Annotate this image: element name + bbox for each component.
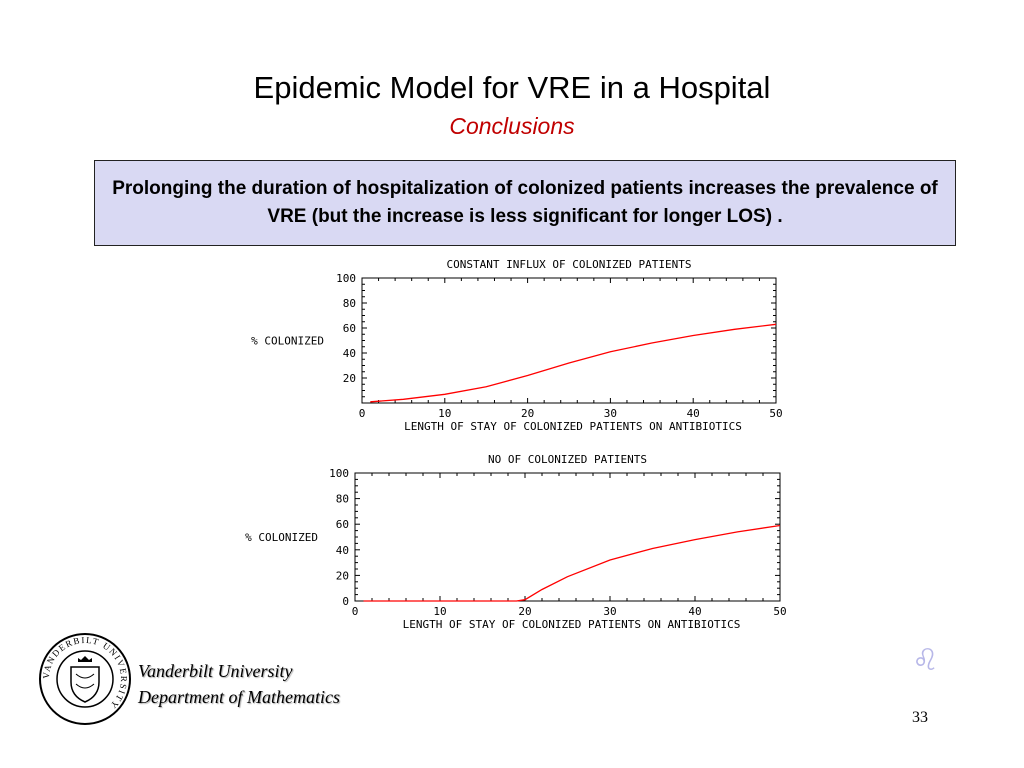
x-tick-label: 0	[352, 605, 359, 618]
x-tick-label: 10	[433, 605, 446, 618]
y-axis-label: % COLONIZED	[251, 335, 324, 348]
university-name: Vanderbilt University	[138, 661, 293, 681]
chart-no-colonized: NO OF COLONIZED PATIENTS 0 10 20 30 40 50 0 20 40…	[245, 453, 786, 631]
x-tick-label: 20	[521, 407, 534, 420]
vanderbilt-seal-logo: VANDERBILT UNIVERSITY	[38, 632, 132, 731]
y-tick-label: 20	[336, 569, 349, 582]
x-axis-label: LENGTH OF STAY OF COLONIZED PATIENTS ON …	[404, 420, 742, 433]
chart-title: NO OF COLONIZED PATIENTS	[488, 453, 647, 466]
y-tick-label: 60	[343, 322, 356, 335]
x-tick-label: 50	[769, 407, 782, 420]
series-line	[363, 524, 781, 602]
y-tick-label: 80	[336, 493, 349, 506]
y-tick-label: 80	[343, 297, 356, 310]
chart-constant-influx: CONSTANT INFLUX OF COLONIZED PATIENTS 0 10…	[251, 258, 782, 433]
x-tick-label: 50	[773, 605, 786, 618]
y-tick-label: 40	[336, 544, 349, 557]
x-tick-label: 40	[687, 407, 700, 420]
x-tick-label: 20	[518, 605, 531, 618]
department-name: Department of Mathematics	[138, 687, 340, 707]
y-axis-label: % COLONIZED	[245, 531, 318, 544]
x-tick-label: 10	[438, 407, 451, 420]
plot-frame	[354, 472, 781, 602]
x-tick-label: 30	[604, 407, 617, 420]
y-tick-label: 0	[342, 595, 349, 608]
slide-subtitle: Conclusions	[449, 113, 575, 139]
x-tick-label: 40	[688, 605, 701, 618]
y-tick-label: 100	[336, 272, 356, 285]
x-axis-label: LENGTH OF STAY OF COLONIZED PATIENTS ON …	[403, 618, 741, 631]
x-tick-label: 0	[359, 407, 366, 420]
slide-nav-icon[interactable]: ♌	[912, 643, 939, 678]
plot-frame	[361, 277, 777, 404]
y-tick-label: 20	[343, 372, 356, 385]
slide-title: Epidemic Model for VRE in a Hospital	[253, 70, 771, 105]
series-line	[370, 323, 777, 403]
y-tick-label: 60	[336, 518, 349, 531]
x-tick-label: 30	[603, 605, 616, 618]
y-tick-label: 40	[343, 347, 356, 360]
y-tick-label: 100	[329, 467, 349, 480]
university-name-block: Vanderbilt University Department of Math…	[138, 658, 340, 710]
chart-title: CONSTANT INFLUX OF COLONIZED PATIENTS	[446, 258, 691, 271]
conclusion-callout: Prolonging the duration of hospitalizati…	[94, 160, 956, 246]
page-number: 33	[912, 709, 928, 726]
